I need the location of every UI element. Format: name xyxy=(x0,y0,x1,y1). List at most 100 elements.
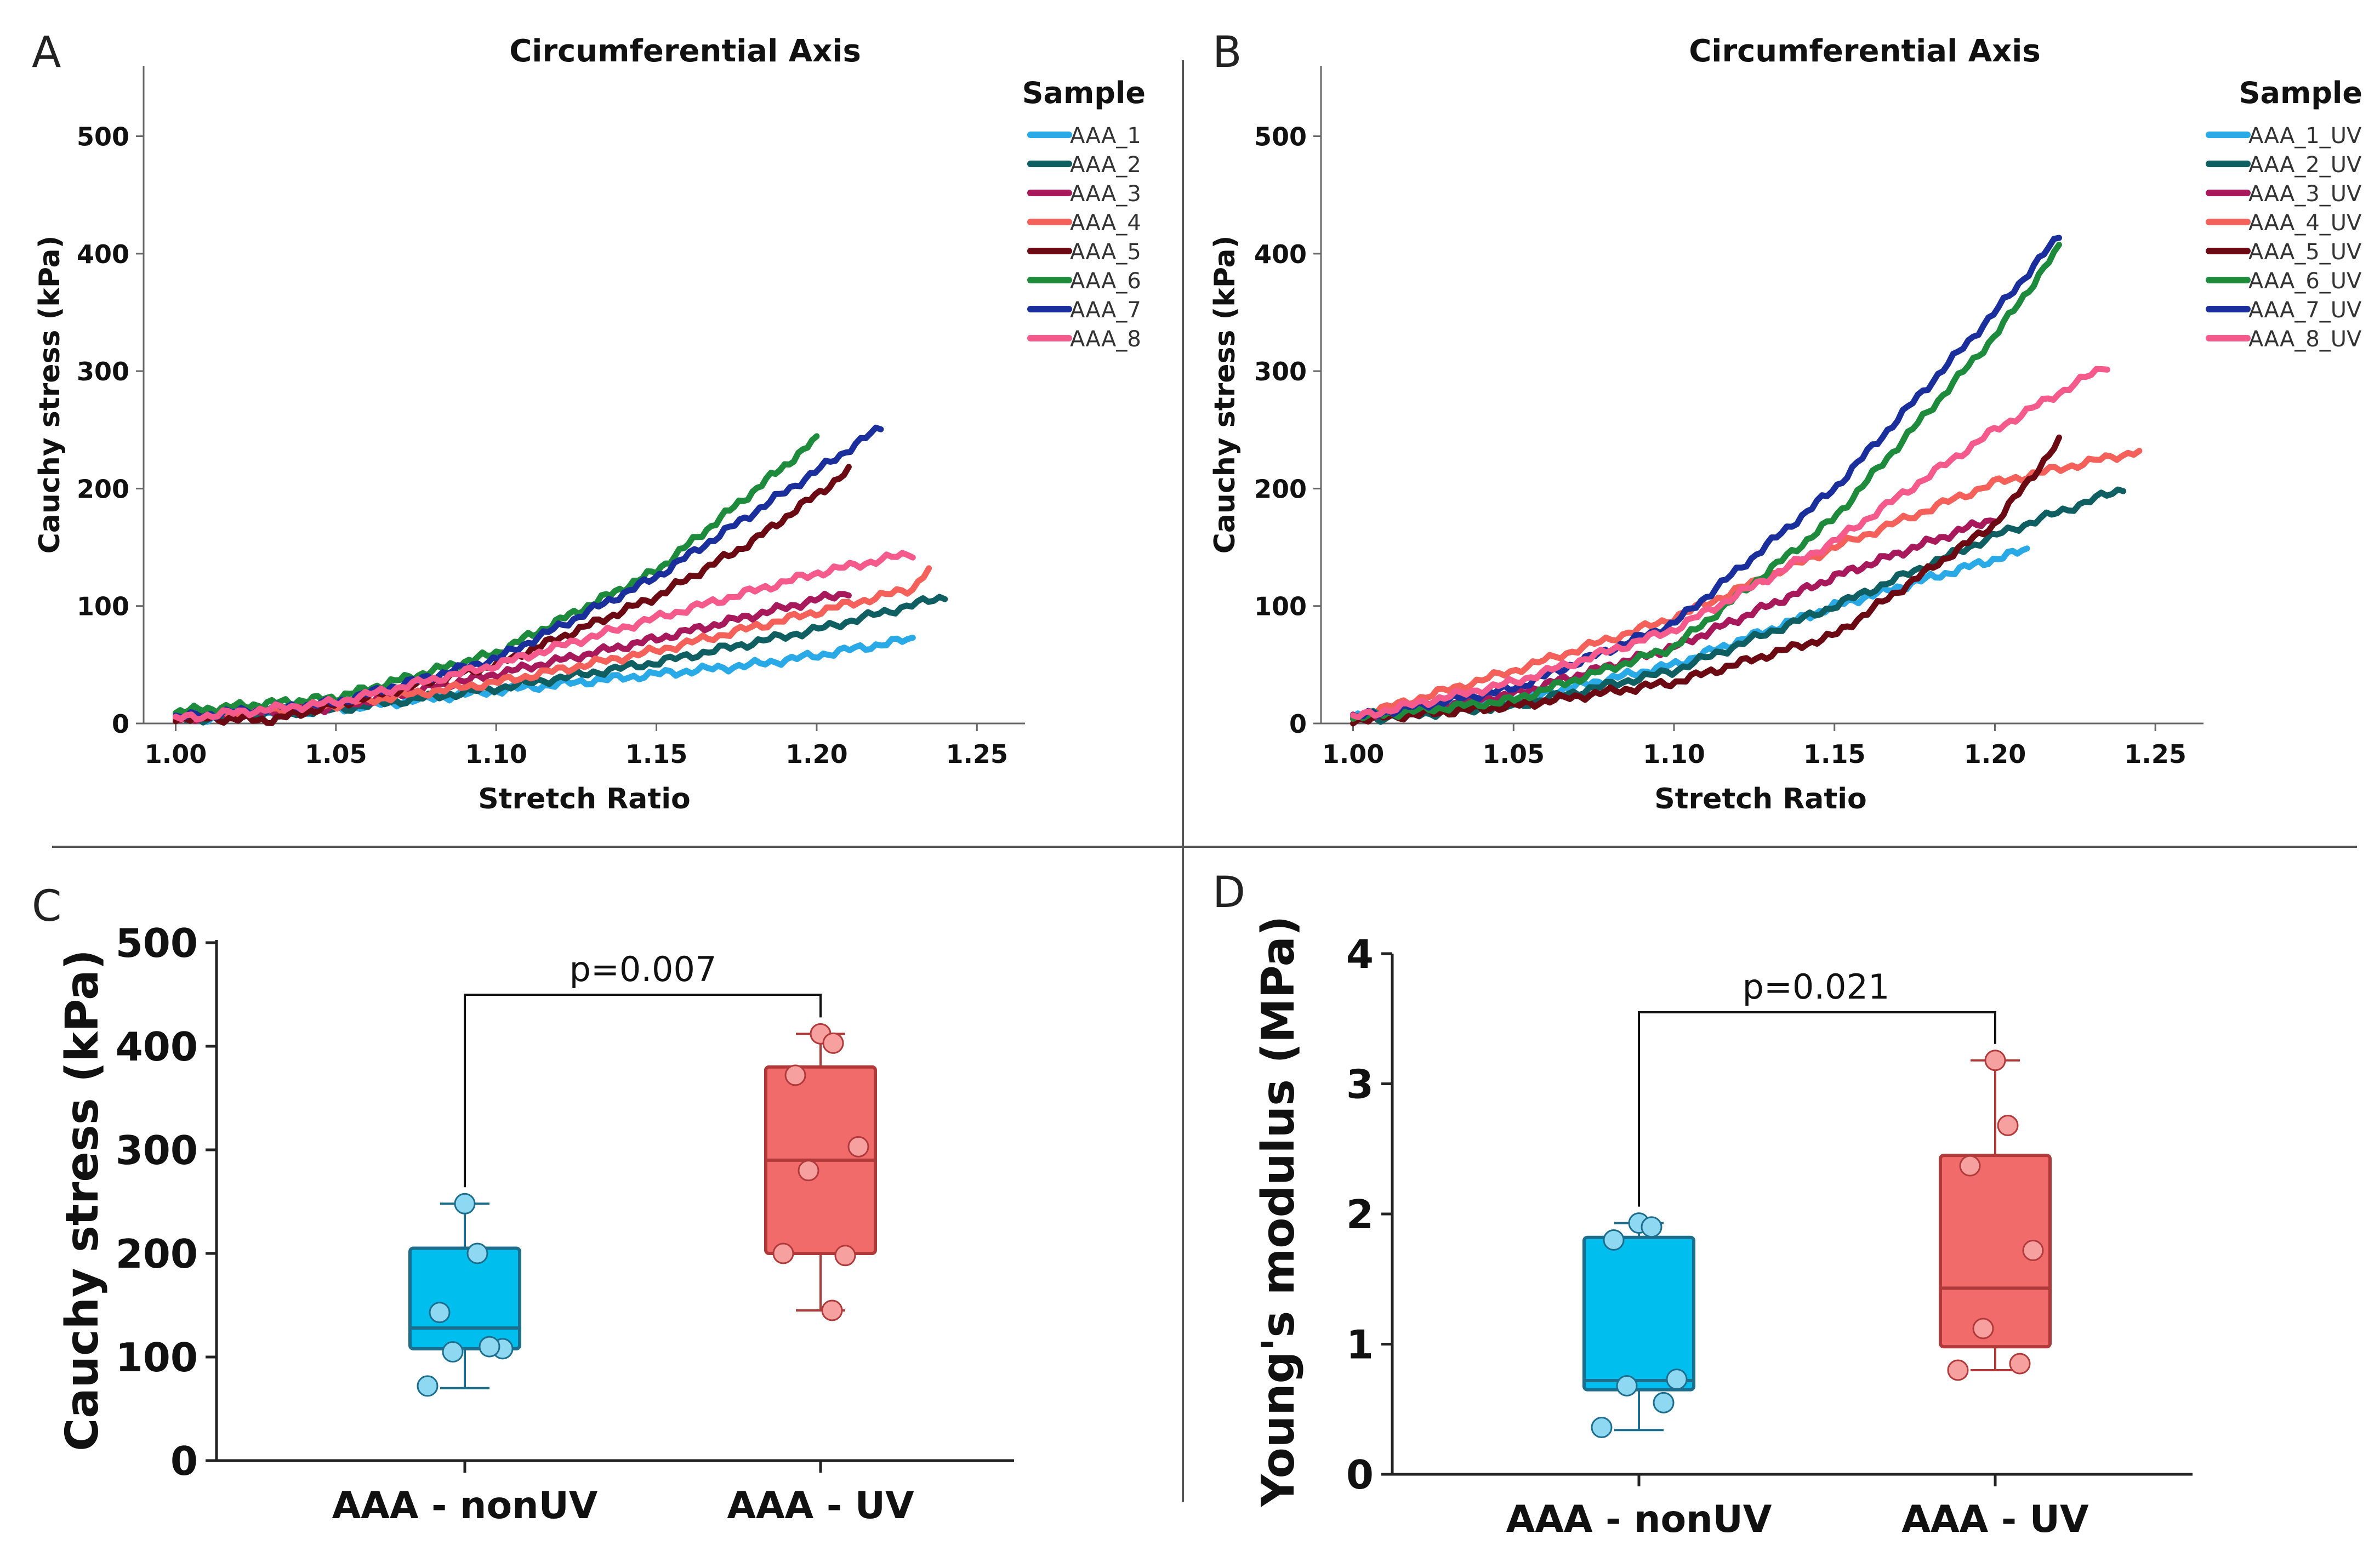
b-y-tick-label: 400 xyxy=(1254,240,1307,269)
b-y-tick-label: 500 xyxy=(1254,122,1307,152)
data-point xyxy=(1959,1155,1981,1177)
b-x-tick-label: 1.10 xyxy=(1643,739,1705,769)
panel-b-legend: AAA_1_UV AAA_2_UV AAA_3_UV AAA_4_UV AAA_5_UV… xyxy=(2206,123,2362,352)
a-x-tick-label: 1.10 xyxy=(465,739,527,769)
a-x-tick-label: 1.15 xyxy=(625,739,688,769)
series-line-aaa-6-uv xyxy=(1350,242,2062,722)
c-y-tick-label: 200 xyxy=(116,1231,198,1277)
b-y-tick-label: 0 xyxy=(1289,709,1307,739)
d-y-tick-label: 1 xyxy=(1346,1322,1374,1368)
panel-c-y-label: Cauchy stress (kPa) xyxy=(56,949,109,1451)
box-iqr xyxy=(408,1246,521,1350)
data-point xyxy=(1603,1229,1625,1251)
data-point xyxy=(847,1136,869,1158)
a-y-tick-label: 300 xyxy=(77,357,129,386)
panel-b-x-label: Stretch Ratio xyxy=(1654,783,1867,816)
panel-d-y-ticks: 0 1 2 3 4 xyxy=(1346,931,1392,1498)
panel-d-significance-bracket xyxy=(1638,1011,1996,1207)
d-category-label: AAA - UV xyxy=(1901,1498,2089,1541)
panel-d-categories: AAA - nonUV AAA - UV xyxy=(1506,1474,2089,1541)
panel-a-y-ticks: 0 100 200 300 400 500 xyxy=(77,122,144,739)
legend-label-aaa-5: AAA_5 xyxy=(1070,240,1141,265)
data-point xyxy=(821,1299,843,1321)
b-x-tick-label: 1.25 xyxy=(2124,739,2187,769)
b-y-tick-label: 100 xyxy=(1254,592,1307,622)
panel-b-y-ticks: 0 100 200 300 400 500 xyxy=(1254,122,1321,739)
b-y-tick-label: 200 xyxy=(1254,474,1307,504)
series-line-aaa-5-uv xyxy=(1350,434,2062,727)
legend-label-aaa-8: AAA_8 xyxy=(1070,327,1141,352)
legend-label-aaa-6: AAA_6 xyxy=(1070,269,1141,294)
panel-c-p-value: p=0.007 xyxy=(570,949,717,989)
panel-label-c: C xyxy=(32,882,61,931)
panel-d-y-label: Young's modulus (MPa) xyxy=(1252,916,1305,1508)
legend-label-aaa-3-uv: AAA_3_UV xyxy=(2248,181,2362,207)
panel-a-title: Circumferential Axis xyxy=(509,33,861,69)
legend-label-aaa-2-uv: AAA_2_UV xyxy=(2248,152,2362,178)
data-point xyxy=(2022,1240,2044,1261)
panel-label-a: A xyxy=(32,28,61,77)
b-x-tick-label: 1.00 xyxy=(1322,739,1385,769)
data-point xyxy=(454,1193,476,1215)
c-category-label: AAA - UV xyxy=(727,1484,914,1527)
data-point xyxy=(822,1032,844,1054)
c-y-tick-label: 300 xyxy=(116,1127,198,1173)
panel-label-b: B xyxy=(1212,28,1242,77)
a-x-tick-label: 1.05 xyxy=(305,739,367,769)
data-point xyxy=(772,1242,794,1264)
box-iqr xyxy=(1582,1235,1695,1392)
panel-label-d: D xyxy=(1212,868,1245,917)
data-point xyxy=(784,1064,806,1086)
data-point xyxy=(1972,1318,1994,1339)
a-x-tick-label: 1.00 xyxy=(145,739,207,769)
panel-a-x-label: Stretch Ratio xyxy=(478,783,691,816)
box-iqr xyxy=(1939,1154,2052,1349)
legend-label-aaa-6-uv: AAA_6_UV xyxy=(2248,269,2362,294)
d-y-tick-label: 4 xyxy=(1346,931,1374,977)
b-x-tick-label: 1.20 xyxy=(1964,739,2026,769)
legend-label-aaa-1-uv: AAA_1_UV xyxy=(2248,123,2362,149)
data-point xyxy=(1984,1050,2006,1071)
data-point xyxy=(429,1302,451,1324)
panel-c-categories: AAA - nonUV AAA - UV xyxy=(332,1461,914,1527)
panel-b-series-lines xyxy=(1350,235,2143,727)
panel-b-line-chart: Circumferential Axis 0 100 200 300 400 500 1.… xyxy=(1209,33,2362,816)
legend-label-aaa-1: AAA_1 xyxy=(1070,123,1141,149)
data-point xyxy=(1666,1369,1688,1390)
d-y-tick-label: 0 xyxy=(1346,1452,1374,1498)
bracket-line xyxy=(1638,1011,1996,1207)
panel-c-y-ticks: 0 100 200 300 400 500 xyxy=(116,920,217,1484)
series-line-aaa-8 xyxy=(173,550,916,723)
panel-c-significance-bracket xyxy=(464,994,822,1188)
panel-b-x-ticks: 1.00 1.05 1.10 1.15 1.20 1.25 xyxy=(1322,723,2187,769)
b-y-tick-label: 300 xyxy=(1254,357,1307,386)
d-y-tick-label: 2 xyxy=(1346,1191,1374,1238)
panel-d-box-plot: 0 1 2 3 4 AAA - nonUV AAA - UV Young's modulu… xyxy=(1252,916,2193,1541)
data-point xyxy=(466,1242,488,1264)
series-line-aaa-8-uv xyxy=(1350,366,2110,720)
panel-a-y-label: Cauchy stress (kPa) xyxy=(33,236,66,554)
series-line-aaa-6 xyxy=(173,433,820,716)
d-y-tick-label: 3 xyxy=(1346,1062,1374,1108)
b-x-tick-label: 1.05 xyxy=(1483,739,1545,769)
data-point xyxy=(1641,1216,1662,1238)
a-y-tick-label: 400 xyxy=(77,240,129,269)
panel-d-boxes xyxy=(1582,1050,2052,1438)
panel-b-title: Circumferential Axis xyxy=(1689,33,2041,69)
panel-c-boxes xyxy=(408,1023,877,1397)
c-y-tick-label: 0 xyxy=(170,1438,198,1484)
d-category-label: AAA - nonUV xyxy=(1506,1498,1772,1541)
legend-label-aaa-5-uv: AAA_5_UV xyxy=(2248,240,2362,265)
legend-label-aaa-4: AAA_4 xyxy=(1070,210,1141,236)
panel-a-x-ticks: 1.00 1.05 1.10 1.15 1.20 1.25 xyxy=(145,723,1008,769)
data-point xyxy=(798,1160,819,1182)
a-y-tick-label: 500 xyxy=(77,122,129,152)
a-x-tick-label: 1.20 xyxy=(785,739,848,769)
a-y-tick-label: 0 xyxy=(112,709,129,739)
legend-label-aaa-8-uv: AAA_8_UV xyxy=(2248,327,2362,352)
a-y-tick-label: 100 xyxy=(77,592,129,622)
panel-b-legend-title: Sample xyxy=(2239,76,2362,110)
data-point xyxy=(834,1245,856,1267)
data-point xyxy=(417,1375,439,1397)
